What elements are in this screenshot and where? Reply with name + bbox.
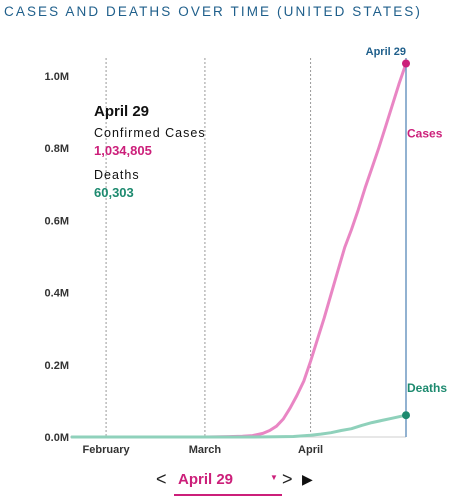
confirmed-cases-label: Confirmed Cases <box>94 126 206 140</box>
x-tick-label: February <box>83 444 131 456</box>
date-select-value: April 29 <box>178 471 234 488</box>
confirmed-cases-value: 1,034,805 <box>94 143 152 158</box>
endpoint-deaths <box>402 411 410 420</box>
label-layer: April 29 Cases Deaths <box>366 46 448 395</box>
deaths-label: Deaths <box>94 168 140 182</box>
previous-date-button[interactable]: < <box>156 469 167 489</box>
play-icon[interactable]: ▶ <box>302 471 313 487</box>
x-tick-label: April <box>298 444 323 456</box>
next-date-button[interactable]: > <box>282 469 293 489</box>
y-tick-label: 0.6M <box>45 215 69 227</box>
date-marker-label: April 29 <box>366 46 406 58</box>
y-tick-label: 0.8M <box>45 143 69 155</box>
deaths-value: 60,303 <box>94 185 134 200</box>
series-line-deaths <box>70 413 408 439</box>
grid-layer <box>105 58 312 437</box>
info-panel: April 29 Confirmed Cases 1,034,805 Death… <box>94 103 206 200</box>
y-tick-label: 0.4M <box>45 288 69 300</box>
cases-deaths-chart: February March April 0.0M 0.2M 0.4M 0.6M 0.8M 1.… <box>45 46 448 456</box>
y-tick-label: 1.0M <box>45 71 69 83</box>
y-tick-label: 0.2M <box>45 360 69 372</box>
chart-title: CASES AND DEATHS OVER TIME (UNITED STATE… <box>4 4 422 19</box>
info-date: April 29 <box>94 103 150 120</box>
series-end-label-deaths: Deaths <box>407 381 447 395</box>
y-tick-label: 0.0M <box>45 432 69 444</box>
x-tick-label: March <box>189 444 222 456</box>
date-controls: < April 29 ▼ > ▶ <box>152 466 332 496</box>
series-end-label-cases: Cases <box>407 126 443 140</box>
series-layer <box>70 62 408 439</box>
marker-layer[interactable] <box>402 58 410 437</box>
date-select[interactable]: April 29 ▼ <box>174 466 282 496</box>
caret-down-icon: ▼ <box>270 473 278 482</box>
endpoint-cases <box>402 59 410 68</box>
